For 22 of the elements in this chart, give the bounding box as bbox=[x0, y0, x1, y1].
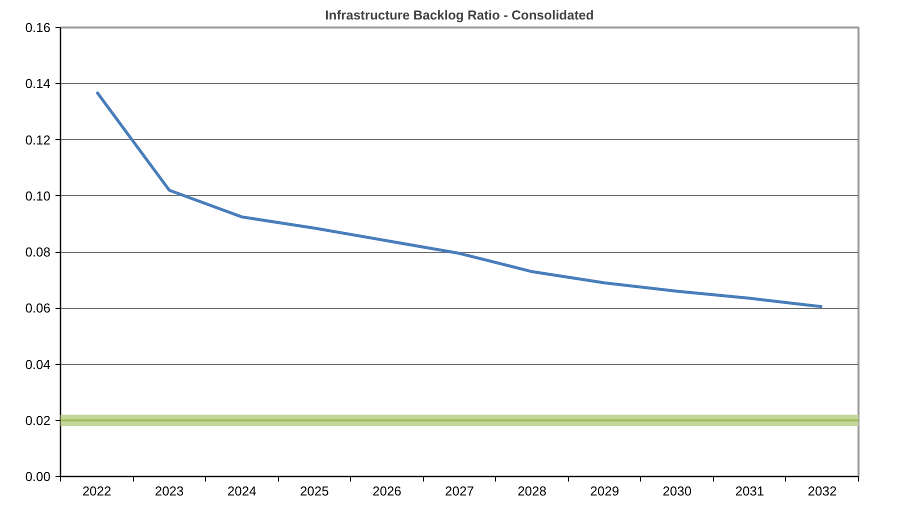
x-tick-label: 2030 bbox=[662, 484, 692, 498]
x-tick-label: 2023 bbox=[154, 484, 184, 498]
x-tick-label: 2025 bbox=[300, 484, 329, 498]
x-tick-label: 2022 bbox=[82, 484, 112, 498]
y-tick-label: 0.02 bbox=[25, 412, 51, 428]
x-tick-label: 2031 bbox=[735, 484, 764, 498]
y-tick-label: 0.16 bbox=[25, 20, 51, 35]
y-tick-label: 0.00 bbox=[25, 469, 51, 484]
y-tick-label: 0.14 bbox=[25, 76, 51, 92]
x-tick-label: 2032 bbox=[808, 484, 837, 498]
chart-title: Infrastructure Backlog Ratio - Consolidated bbox=[325, 8, 594, 22]
x-tick-label: 2028 bbox=[518, 484, 547, 498]
y-tick-label: 0.08 bbox=[25, 244, 51, 260]
line-series bbox=[95, 90, 824, 308]
x-tick-label: 2027 bbox=[445, 484, 474, 498]
y-tick-label: 0.06 bbox=[25, 300, 51, 316]
y-tick-label: 0.12 bbox=[25, 132, 51, 148]
x-tick-label: 2026 bbox=[372, 484, 402, 498]
x-tick-label: 2024 bbox=[227, 484, 256, 498]
x-tick-label: 2029 bbox=[590, 484, 620, 498]
y-tick-label: 0.10 bbox=[25, 188, 51, 204]
y-tick-label: 0.04 bbox=[25, 356, 51, 372]
